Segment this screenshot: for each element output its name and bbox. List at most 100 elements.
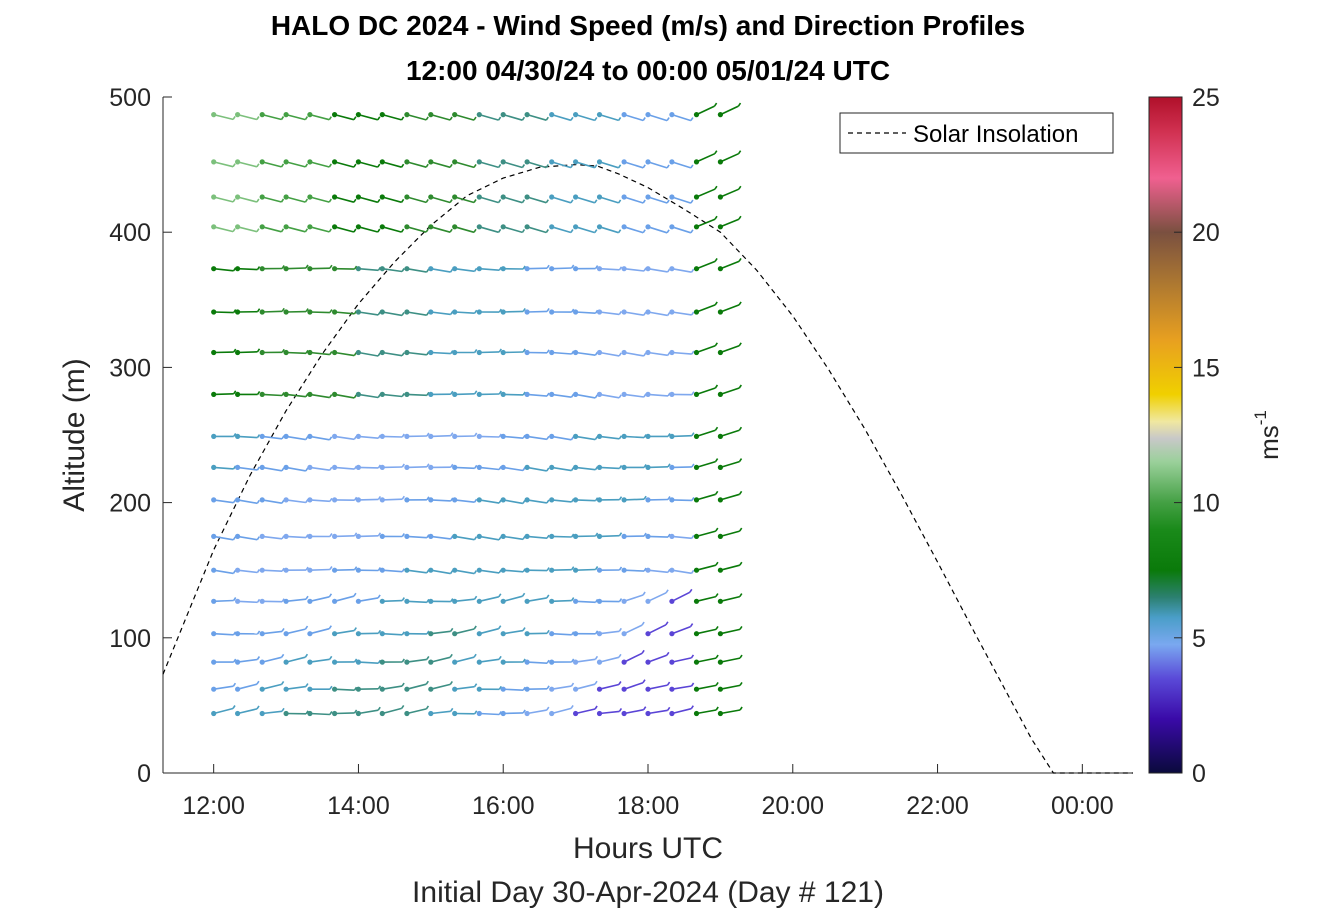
wind-barb-flag bbox=[594, 116, 598, 121]
wind-barb-point bbox=[573, 391, 579, 397]
wind-barb-point bbox=[355, 631, 361, 637]
wind-barb-shaft bbox=[720, 564, 740, 571]
wind-barb-flag bbox=[304, 163, 309, 168]
wind-barb-point bbox=[645, 686, 651, 692]
wind-barb-point bbox=[332, 686, 338, 692]
wind-barb-shaft bbox=[551, 499, 572, 503]
wind-barb-flag bbox=[714, 150, 718, 155]
wind-barb-flag bbox=[449, 228, 453, 233]
wind-barb-flag bbox=[522, 307, 526, 312]
wind-barb-point bbox=[669, 309, 675, 315]
wind-barb-point bbox=[669, 391, 675, 397]
wind-barb-point bbox=[717, 266, 724, 272]
wind-barb-shaft bbox=[430, 499, 451, 502]
wind-barb-point bbox=[332, 710, 338, 717]
wind-barb-point bbox=[573, 224, 579, 230]
wind-barb-flag bbox=[426, 432, 430, 437]
wind-barb-shaft bbox=[237, 535, 258, 541]
wind-barb-point bbox=[307, 533, 313, 540]
wind-barb-shaft bbox=[382, 113, 402, 121]
wind-barb-flag bbox=[256, 434, 261, 439]
wind-barb-shaft bbox=[213, 499, 234, 504]
wind-barb-shaft bbox=[309, 627, 330, 635]
wind-barb-flag bbox=[642, 679, 646, 684]
wind-barb-point bbox=[573, 710, 579, 717]
wind-barb-point bbox=[500, 567, 506, 573]
wind-barb-flag bbox=[546, 534, 550, 539]
wind-barb-flag bbox=[594, 436, 598, 441]
wind-barb-point bbox=[307, 598, 313, 604]
wind-barb-point bbox=[645, 309, 651, 315]
wind-barb-point bbox=[235, 598, 241, 604]
wind-barb-point bbox=[645, 433, 651, 439]
wind-barb-shaft bbox=[671, 351, 692, 355]
x-axis-label: Hours UTC bbox=[573, 832, 723, 865]
wind-barb-point bbox=[355, 391, 361, 397]
wind-barb-point bbox=[332, 598, 338, 604]
wind-barb-flag bbox=[643, 495, 647, 500]
wind-barb-flag bbox=[522, 391, 526, 396]
wind-barb-shaft bbox=[382, 161, 402, 168]
wind-barb-flag bbox=[618, 266, 623, 271]
wind-barb-point bbox=[621, 686, 627, 692]
wind-barb-point bbox=[259, 631, 265, 637]
wind-barb-flag bbox=[232, 115, 236, 120]
wind-barb-shaft bbox=[647, 226, 668, 234]
wind-barb-shaft bbox=[575, 196, 596, 204]
wind-barb-point bbox=[621, 567, 627, 573]
wind-barb-point bbox=[259, 567, 265, 573]
wind-barb-point bbox=[500, 266, 506, 272]
wind-barb-flag bbox=[618, 566, 623, 571]
wind-barb-shaft bbox=[285, 685, 307, 690]
wind-barb-shaft bbox=[285, 628, 306, 635]
wind-barb-flag bbox=[474, 349, 478, 353]
wind-barb-shaft bbox=[647, 535, 669, 538]
wind-barb-flag bbox=[256, 499, 260, 504]
wind-barb-flag bbox=[738, 185, 742, 190]
wind-barb-flag bbox=[617, 164, 622, 169]
wind-barb-flag bbox=[401, 533, 405, 537]
wind-barb-flag bbox=[377, 352, 381, 357]
wind-barb-shaft bbox=[454, 226, 475, 234]
wind-barb-point bbox=[524, 224, 530, 230]
wind-barb-flag bbox=[713, 102, 718, 107]
wind-barb-flag bbox=[233, 597, 237, 601]
wind-barb-shaft bbox=[720, 152, 739, 163]
wind-barb-flag bbox=[690, 654, 695, 659]
wind-barb-shaft bbox=[237, 569, 258, 574]
wind-barb-shaft bbox=[696, 429, 716, 438]
wind-barb-point bbox=[355, 710, 361, 717]
wind-barb-shaft bbox=[696, 105, 715, 116]
wind-barb-flag bbox=[715, 593, 719, 598]
wind-barb-point bbox=[549, 533, 555, 540]
wind-barb-flag bbox=[546, 307, 550, 312]
wind-barb-flag bbox=[281, 265, 285, 269]
wind-barb-point bbox=[621, 464, 627, 470]
wind-barb-point bbox=[428, 567, 434, 573]
wind-barb-flag bbox=[739, 527, 743, 532]
wind-barb-point bbox=[573, 112, 579, 118]
wind-barb-point bbox=[283, 659, 289, 665]
wind-barb-flag bbox=[425, 705, 430, 710]
wind-barb-flag bbox=[280, 228, 285, 233]
wind-barb-flag bbox=[570, 682, 575, 687]
solar-insolation-line bbox=[162, 163, 1133, 774]
wind-barb-point bbox=[549, 497, 555, 503]
wind-barb-shaft bbox=[406, 351, 427, 356]
wind-barb-point bbox=[717, 159, 724, 165]
wind-barb-shaft bbox=[696, 188, 716, 198]
wind-barb-point bbox=[717, 224, 724, 230]
wind-barb-shaft bbox=[503, 435, 524, 439]
wind-barb-flag bbox=[618, 310, 622, 315]
wind-barb-shaft bbox=[696, 530, 717, 538]
wind-barb-shaft bbox=[479, 466, 500, 471]
wind-barb-point bbox=[621, 533, 627, 540]
wind-barb-flag bbox=[377, 495, 382, 500]
wind-barb-point bbox=[596, 598, 603, 604]
wind-barb-flag bbox=[738, 490, 743, 495]
wind-barb-point bbox=[235, 266, 241, 272]
wind-barb-shaft bbox=[382, 632, 403, 636]
wind-barb-shaft bbox=[334, 196, 355, 203]
wind-barb-shaft bbox=[358, 311, 379, 316]
wind-barb-flag bbox=[401, 393, 405, 397]
